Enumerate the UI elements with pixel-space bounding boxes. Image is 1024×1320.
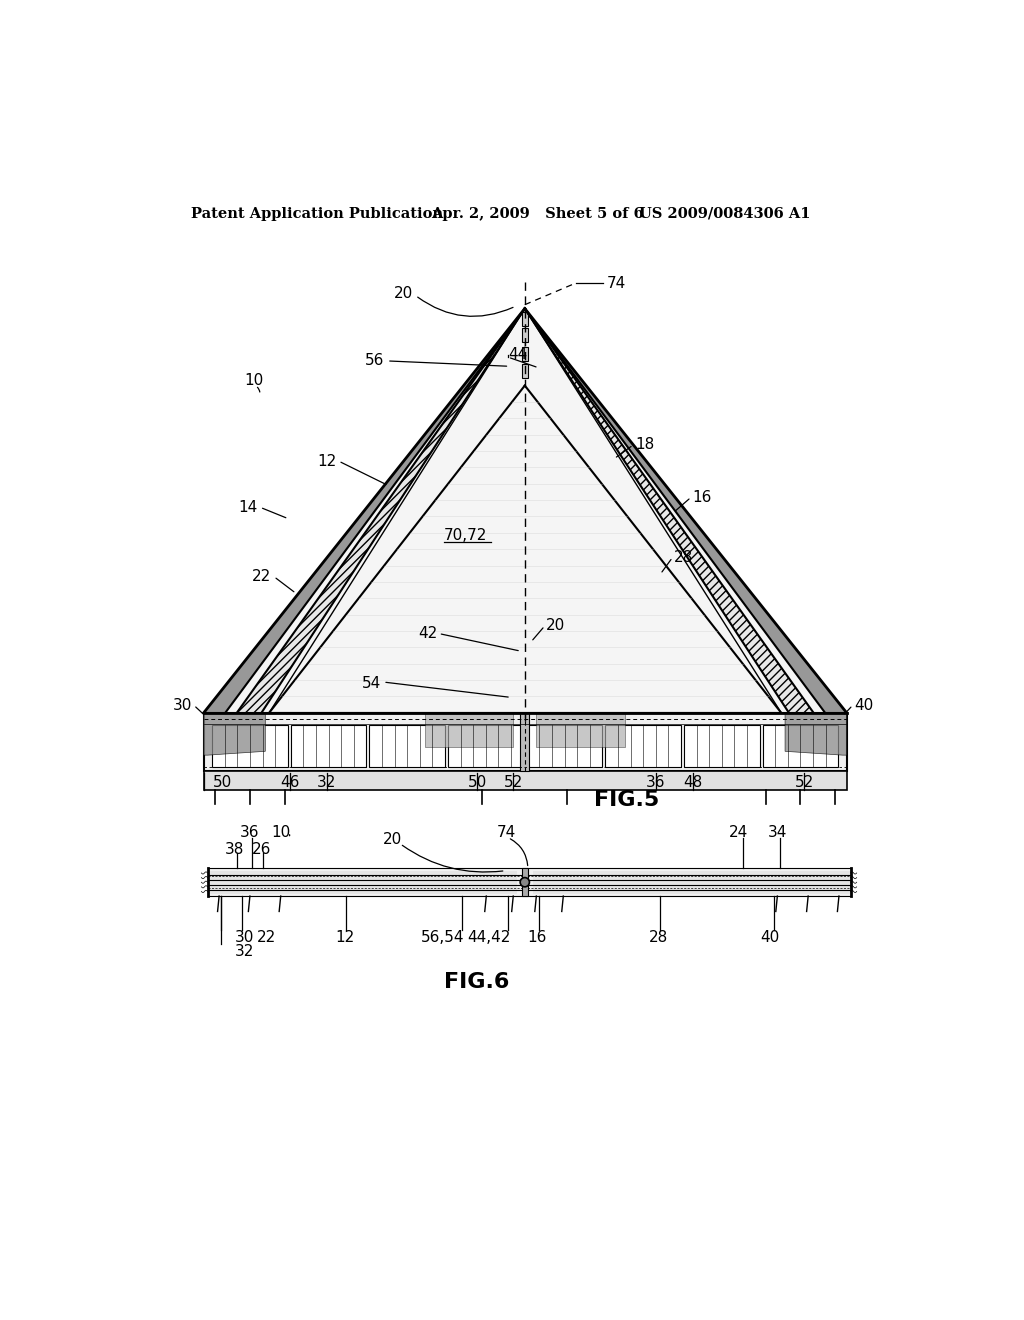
Text: FIG.6: FIG.6 — [444, 973, 510, 993]
Bar — [520, 713, 529, 771]
Bar — [684, 725, 760, 767]
Text: 30: 30 — [234, 931, 254, 945]
Text: 46: 46 — [281, 775, 300, 789]
Text: 14: 14 — [239, 500, 258, 515]
Text: 54: 54 — [361, 676, 381, 692]
Bar — [208, 871, 517, 894]
Text: 44,42: 44,42 — [467, 931, 510, 945]
Text: 52: 52 — [795, 775, 814, 789]
Polygon shape — [555, 355, 813, 713]
Bar — [605, 725, 681, 767]
Text: 28: 28 — [674, 549, 693, 565]
Text: 56,54: 56,54 — [421, 931, 464, 945]
Polygon shape — [237, 355, 495, 713]
Text: 32: 32 — [317, 775, 337, 789]
Bar — [521, 364, 528, 378]
Text: 20: 20 — [383, 833, 402, 847]
Text: 16: 16 — [527, 931, 547, 945]
Text: 48: 48 — [683, 775, 702, 789]
Text: 20: 20 — [547, 618, 565, 634]
Bar — [370, 725, 445, 767]
Bar — [204, 771, 847, 789]
Text: 16: 16 — [692, 490, 712, 504]
Bar — [291, 725, 367, 767]
Text: 12: 12 — [316, 454, 336, 469]
Polygon shape — [524, 309, 525, 370]
Text: US 2009/0084306 A1: US 2009/0084306 A1 — [639, 207, 810, 220]
Text: Patent Application Publication: Patent Application Publication — [190, 207, 442, 220]
Bar — [521, 347, 528, 360]
Text: Apr. 2, 2009   Sheet 5 of 6: Apr. 2, 2009 Sheet 5 of 6 — [431, 207, 644, 220]
Text: 10: 10 — [271, 825, 291, 840]
Bar — [208, 869, 851, 896]
Polygon shape — [204, 309, 847, 713]
Text: 40: 40 — [760, 931, 779, 945]
Text: 50: 50 — [467, 775, 486, 789]
Polygon shape — [559, 355, 847, 713]
Text: 10: 10 — [245, 372, 264, 388]
Text: 22: 22 — [252, 569, 271, 583]
Text: 28: 28 — [648, 931, 668, 945]
Bar — [521, 313, 528, 326]
Text: 20: 20 — [394, 286, 413, 301]
Text: 74: 74 — [497, 825, 516, 840]
Text: 50: 50 — [213, 775, 232, 789]
Polygon shape — [425, 713, 513, 747]
Text: 70,72: 70,72 — [444, 528, 487, 544]
Bar — [532, 871, 851, 894]
Text: 34: 34 — [768, 825, 787, 840]
Bar — [449, 725, 523, 767]
Text: 36: 36 — [241, 825, 260, 840]
Text: 42: 42 — [418, 626, 437, 642]
Text: 22: 22 — [257, 931, 276, 945]
Text: 26: 26 — [252, 842, 271, 857]
Bar — [763, 725, 839, 767]
Bar — [521, 327, 528, 342]
Circle shape — [520, 878, 529, 887]
Text: 24: 24 — [729, 825, 749, 840]
Text: 40: 40 — [854, 697, 873, 713]
Text: 74: 74 — [606, 276, 626, 290]
Text: FIG.5: FIG.5 — [594, 789, 659, 809]
Text: 36: 36 — [646, 775, 666, 789]
Polygon shape — [785, 713, 847, 755]
Text: 18: 18 — [635, 437, 654, 453]
Text: 12: 12 — [335, 931, 354, 945]
Bar — [521, 869, 528, 896]
Polygon shape — [204, 713, 265, 755]
Text: 44: 44 — [508, 347, 527, 362]
Text: 30: 30 — [173, 697, 193, 713]
Bar — [204, 713, 847, 771]
Text: 38: 38 — [225, 842, 244, 857]
Text: 52: 52 — [504, 775, 523, 789]
Polygon shape — [537, 713, 625, 747]
Text: 32: 32 — [234, 944, 254, 960]
Bar — [526, 725, 602, 767]
Bar — [212, 725, 288, 767]
Polygon shape — [204, 355, 490, 713]
Text: 56: 56 — [366, 354, 385, 368]
